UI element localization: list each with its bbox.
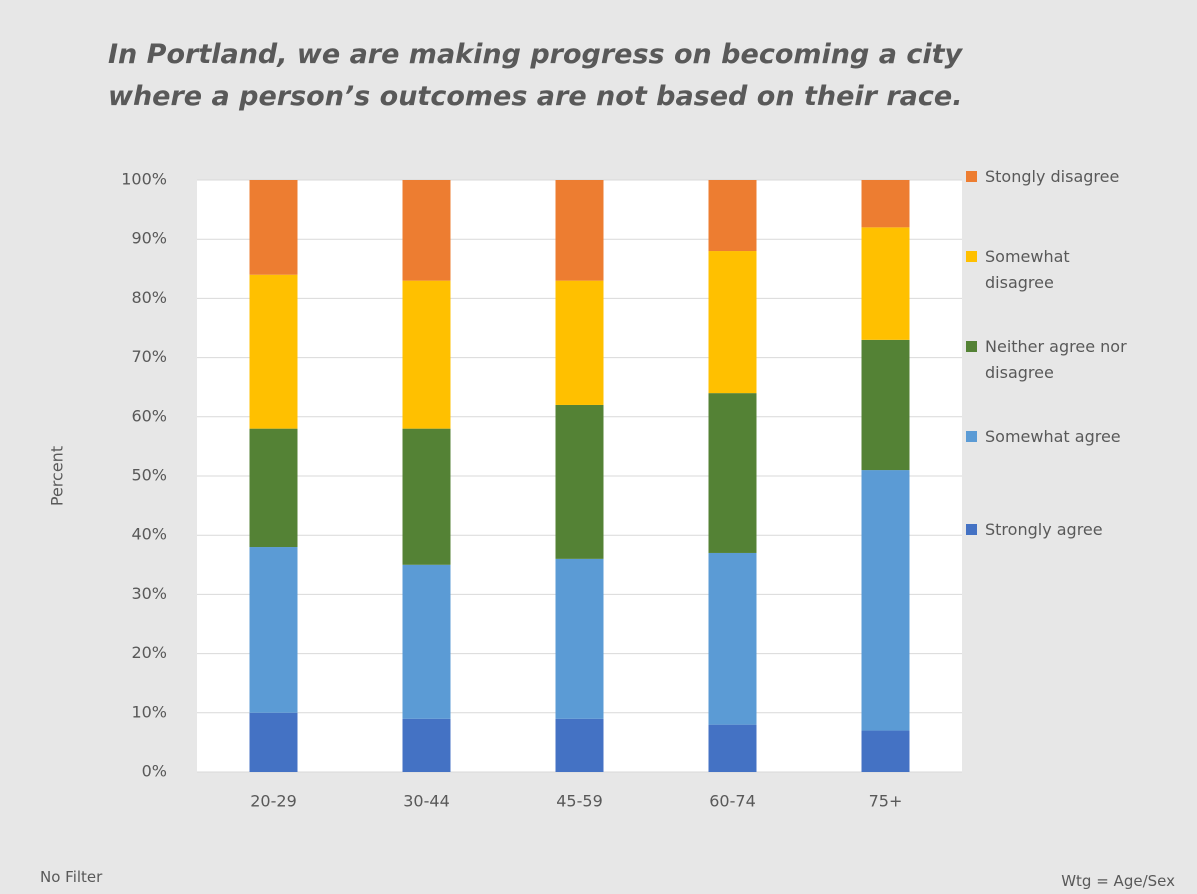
bar-segment <box>249 712 298 772</box>
bar-segment <box>249 274 298 429</box>
bar-segment <box>861 470 910 731</box>
legend-swatch <box>966 251 977 262</box>
y-tick-label: 0% <box>142 762 167 781</box>
bar-segment <box>555 404 604 559</box>
y-tick-label: 70% <box>131 347 167 366</box>
bar-segment <box>861 180 910 228</box>
bar-segment <box>402 280 451 429</box>
x-tick-label: 45-59 <box>556 792 603 811</box>
bar-segment <box>402 564 451 719</box>
bar-segment <box>249 180 298 275</box>
footnote-left: No Filter <box>40 868 103 886</box>
y-tick-label: 60% <box>131 406 167 425</box>
x-tick-label: 20-29 <box>250 792 297 811</box>
bar-segment <box>555 280 604 405</box>
bar-segment <box>249 428 298 548</box>
bar-segment <box>555 558 604 719</box>
bar-segment <box>249 547 298 713</box>
bar-segment <box>402 718 451 772</box>
bar-segment <box>708 180 757 252</box>
y-tick-label: 10% <box>131 702 167 721</box>
y-tick-label: 40% <box>131 525 167 544</box>
bar-segment <box>861 227 910 340</box>
legend-item: Somewhat disagree <box>966 244 1105 296</box>
legend-item: Neither agree nor disagree <box>966 334 1165 386</box>
bar-segment <box>861 339 910 471</box>
x-tick-label: 60-74 <box>709 792 756 811</box>
x-tick-label: 30-44 <box>403 792 450 811</box>
chart-title: In Portland, we are making progress on b… <box>108 39 963 112</box>
legend-swatch <box>966 524 977 535</box>
bar-segment <box>402 180 451 281</box>
legend-label: Stongly disagree <box>985 167 1120 186</box>
bar-segment <box>402 428 451 565</box>
legend-item: Somewhat agree <box>966 424 1175 450</box>
legend-label: Somewhat agree <box>985 427 1121 446</box>
footnote-right: Wtg = Age/Sex <box>1061 872 1175 890</box>
bar-segment <box>861 730 910 772</box>
y-tick-label: 30% <box>131 584 167 603</box>
bar-segment <box>708 393 757 553</box>
y-tick-label: 80% <box>131 288 167 307</box>
legend-swatch <box>966 341 977 352</box>
legend-swatch <box>966 431 977 442</box>
bar-segment <box>708 251 757 394</box>
bar-segment <box>555 718 604 772</box>
legend-label: Neither agree nor disagree <box>985 337 1127 382</box>
legend-label: Somewhat disagree <box>985 247 1070 292</box>
legend-swatch <box>966 171 977 182</box>
y-tick-label: 50% <box>131 466 167 485</box>
y-axis-label: Percent <box>48 446 67 506</box>
y-tick-label: 90% <box>131 229 167 248</box>
legend-item: Strongly agree <box>966 517 1175 543</box>
bar-segment <box>555 180 604 281</box>
legend-label: Strongly agree <box>985 520 1103 539</box>
y-tick-label: 20% <box>131 643 167 662</box>
bar-segment <box>708 724 757 772</box>
bar-segment <box>708 552 757 725</box>
legend-item: Stongly disagree <box>966 164 1175 190</box>
y-tick-label: 100% <box>121 170 167 189</box>
x-tick-label: 75+ <box>869 792 903 811</box>
